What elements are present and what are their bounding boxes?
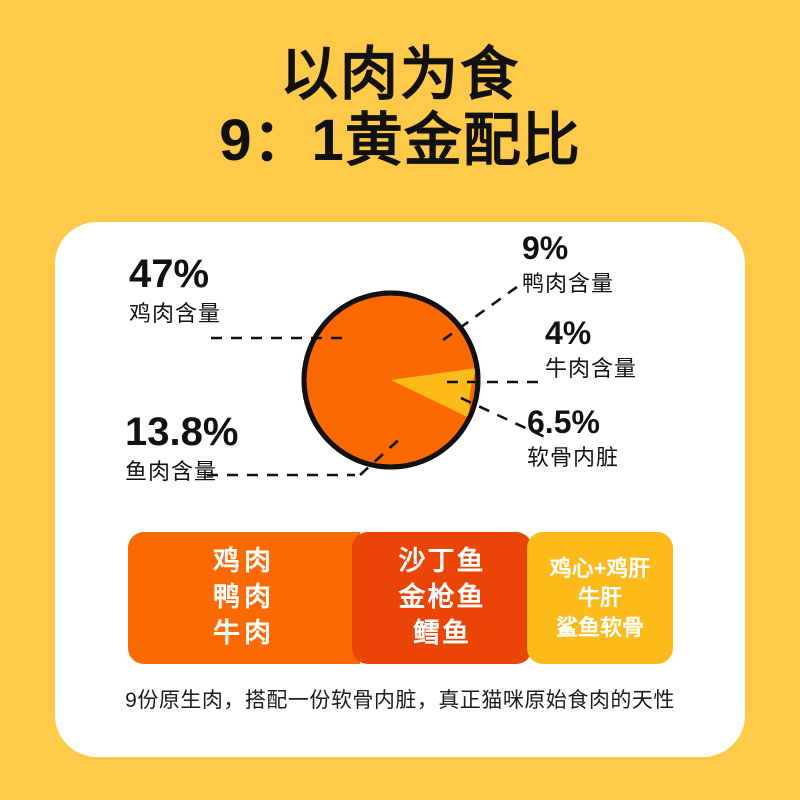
- pie-slice-organ: [391, 368, 478, 419]
- pie-chart-area: 47% 鸡肉含量 13.8% 鱼肉含量 9% 鸭肉含量 4% 牛肉含量 6.5%…: [55, 222, 745, 522]
- callout-beef: 4% 牛肉含量: [545, 317, 637, 383]
- callout-chicken-value: 47%: [129, 252, 210, 296]
- ingredient-meat-line-2: 鸭肉: [213, 582, 275, 613]
- ingredient-organ-line-1: 鸡心+鸡肝: [549, 556, 651, 582]
- page-title-line-2: 9：1黄金配比: [219, 108, 581, 174]
- page-title-line-1: 以肉为食: [279, 42, 520, 107]
- ingredient-bar-organ: 鸡心+鸡肝 牛肝 鲨鱼软骨: [527, 532, 673, 664]
- callout-duck-label: 鸭肉含量: [522, 271, 615, 296]
- pie-outline: [301, 290, 481, 470]
- ingredient-bars: 鸡肉 鸭肉 牛肉 沙丁鱼 金枪鱼 鳕鱼 鸡心+鸡肝 牛肝 鲨鱼软骨: [128, 532, 673, 664]
- callout-duck-value: 9%: [522, 230, 569, 266]
- info-card: 47% 鸡肉含量 13.8% 鱼肉含量 9% 鸭肉含量 4% 牛肉含量 6.5%…: [55, 222, 745, 757]
- callout-organ: 6.5% 软骨内脏: [527, 406, 619, 472]
- callout-fish: 13.8% 鱼肉含量: [125, 412, 238, 486]
- ingredient-meat-line-3: 牛肉: [213, 617, 275, 648]
- leader-line-duck: [442, 282, 522, 342]
- ingredient-bar-fish: 沙丁鱼 金枪鱼 鳕鱼: [352, 532, 532, 664]
- callout-organ-label: 软骨内脏: [527, 445, 620, 470]
- ingredient-meat-line-1: 鸡肉: [213, 546, 275, 577]
- callout-fish-value: 13.8%: [125, 410, 239, 454]
- ingredient-fish-line-1: 沙丁鱼: [398, 546, 486, 577]
- callout-chicken-label: 鸡肉含量: [129, 301, 222, 326]
- ingredient-fish-line-2: 金枪鱼: [398, 582, 486, 613]
- callout-chicken: 47% 鸡肉含量: [129, 254, 221, 328]
- callout-organ-value: 6.5%: [527, 404, 600, 440]
- page-header: 以肉为食 9：1黄金配比: [0, 44, 800, 174]
- leader-lines: [207, 282, 548, 477]
- callout-beef-label: 牛肉含量: [545, 356, 638, 381]
- ingredient-fish-line-3: 鳕鱼: [413, 617, 471, 648]
- leader-line-fish-hook: [359, 434, 405, 476]
- callout-fish-label: 鱼肉含量: [125, 459, 218, 484]
- pie-chart-svg: [207, 282, 548, 477]
- card-caption: 9份原生肉，搭配一份软骨内脏，真正猫咪原始食肉的天性: [125, 689, 675, 712]
- callout-duck: 9% 鸭肉含量: [522, 232, 614, 298]
- leader-line-organ: [460, 396, 548, 440]
- ingredient-bar-meat: 鸡肉 鸭肉 牛肉: [128, 532, 360, 664]
- ingredient-organ-line-3: 鲨鱼软骨: [555, 614, 644, 640]
- ingredient-organ-line-2: 牛肝: [577, 585, 622, 611]
- callout-beef-value: 4%: [545, 315, 592, 351]
